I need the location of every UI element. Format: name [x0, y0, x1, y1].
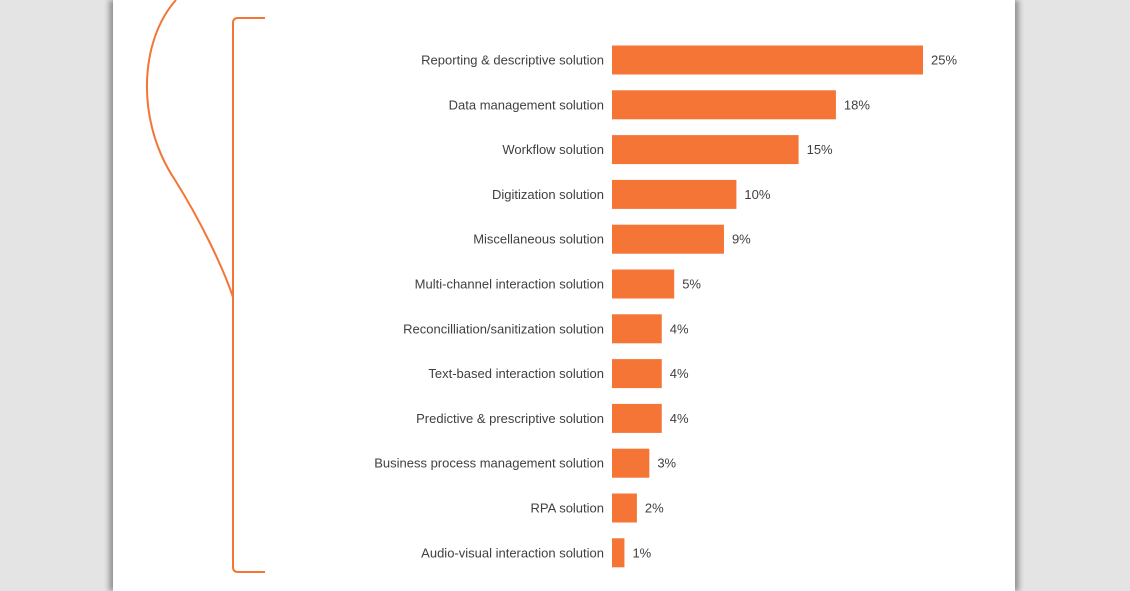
bar [612, 269, 675, 299]
bar [612, 493, 637, 523]
value-label: 3% [657, 456, 676, 471]
value-label: 4% [670, 366, 689, 381]
category-label: Text-based interaction solution [428, 366, 604, 381]
value-label: 9% [732, 232, 751, 247]
category-label: Reporting & descriptive solution [421, 53, 604, 68]
curved-callout-line [145, 0, 234, 298]
value-label: 18% [844, 97, 870, 112]
category-label: Digitization solution [492, 187, 604, 202]
bracket [232, 17, 265, 573]
bar [612, 538, 625, 568]
category-label: Multi-channel interaction solution [415, 277, 604, 292]
bar [612, 403, 662, 433]
bars-group: Reporting & descriptive solution 25% Data … [374, 45, 957, 568]
value-label: 5% [682, 277, 701, 292]
category-label: Workflow solution [502, 142, 604, 157]
category-label: Data management solution [449, 97, 604, 112]
value-label: 2% [645, 501, 664, 516]
category-label: RPA solution [531, 501, 604, 516]
value-label: 1% [632, 545, 651, 560]
bar [612, 135, 799, 165]
value-label: 4% [670, 411, 689, 426]
bar [612, 90, 836, 120]
bar [612, 448, 650, 478]
bar [612, 179, 737, 209]
category-label: Miscellaneous solution [473, 232, 604, 247]
category-label: Audio-visual interaction solution [421, 545, 604, 560]
bar [612, 224, 724, 254]
category-label: Business process management solution [374, 456, 604, 471]
category-label: Predictive & prescriptive solution [416, 411, 604, 426]
bar [612, 359, 662, 389]
report-page [113, 0, 1015, 591]
bar [612, 45, 923, 75]
bar [612, 314, 662, 344]
value-label: 4% [670, 321, 689, 336]
category-label: Reconcilliation/sanitization solution [403, 321, 604, 336]
value-label: 10% [744, 187, 770, 202]
value-label: 15% [807, 142, 833, 157]
value-label: 25% [931, 53, 957, 68]
